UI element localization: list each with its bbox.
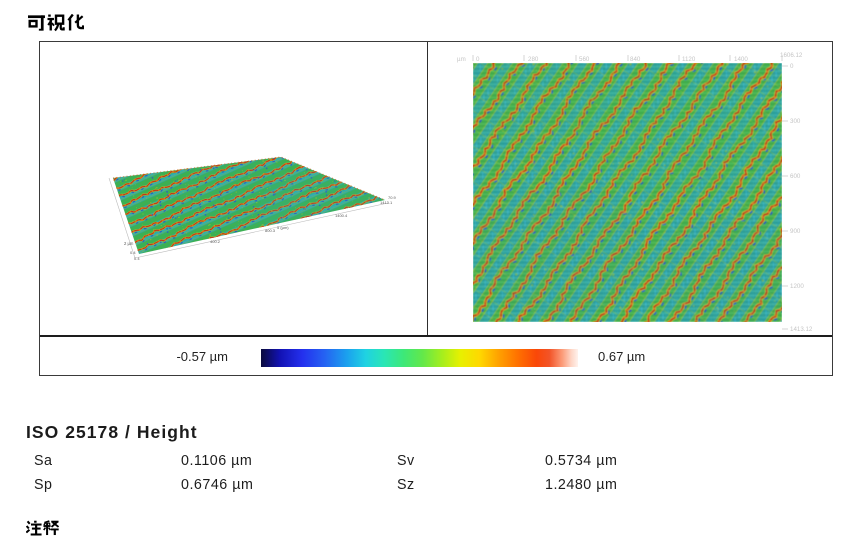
svg-text:1200: 1200 <box>790 283 804 290</box>
svg-text:280: 280 <box>528 56 539 63</box>
svg-text:560: 560 <box>579 56 590 63</box>
svg-text:1400: 1400 <box>734 56 748 63</box>
svg-text:1400.4: 1400.4 <box>335 213 348 218</box>
svg-text:0.4: 0.4 <box>130 250 136 255</box>
svg-text:0.4: 0.4 <box>134 256 140 261</box>
svg-text:µm: µm <box>457 56 466 63</box>
svg-text:1120: 1120 <box>682 56 696 63</box>
svg-text:2 µm: 2 µm <box>124 241 134 246</box>
svg-text:5 (µm): 5 (µm) <box>277 225 289 230</box>
svg-text:1413.1: 1413.1 <box>380 200 393 205</box>
svg-text:300: 300 <box>790 118 801 125</box>
svg-text:900: 900 <box>790 228 801 235</box>
svg-text:70.9: 70.9 <box>388 195 397 200</box>
svg-text:840: 840 <box>630 56 641 63</box>
svg-text:400.2: 400.2 <box>210 239 221 244</box>
svg-text:1606.12: 1606.12 <box>780 52 803 59</box>
svg-text:800.3: 800.3 <box>265 228 276 233</box>
svg-text:0: 0 <box>476 56 480 63</box>
svg-text:600: 600 <box>790 173 801 180</box>
svg-text:0: 0 <box>790 63 794 70</box>
svg-text:1413.12: 1413.12 <box>790 326 813 333</box>
